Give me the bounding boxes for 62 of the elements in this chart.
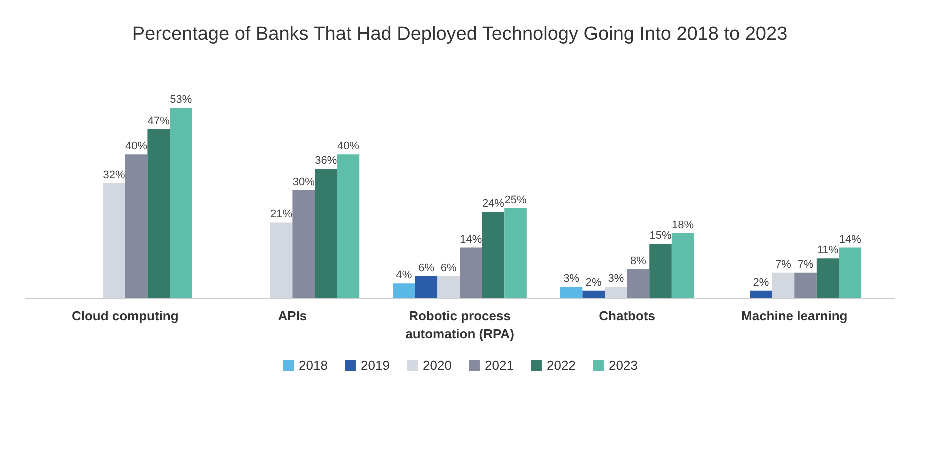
bar xyxy=(148,130,170,298)
bar xyxy=(438,276,460,298)
bar xyxy=(460,248,482,298)
data-label: 3% xyxy=(608,273,624,286)
data-label: 53% xyxy=(170,94,192,106)
data-label: 36% xyxy=(315,154,338,167)
bar xyxy=(125,154,148,298)
legend-label: 2021 xyxy=(485,358,514,373)
bar xyxy=(393,284,416,298)
bar xyxy=(672,233,694,298)
data-label: 32% xyxy=(103,169,126,182)
data-label: 14% xyxy=(460,234,482,246)
bar xyxy=(816,258,840,298)
data-label: 30% xyxy=(292,176,316,188)
data-label: 6% xyxy=(418,262,435,274)
bar xyxy=(292,190,315,298)
bar xyxy=(482,212,505,298)
bar xyxy=(170,108,192,298)
x-tick-label: Machine learning xyxy=(742,308,848,324)
data-label: 24% xyxy=(482,198,505,210)
bar xyxy=(750,290,772,298)
legend-label: 2023 xyxy=(609,358,638,373)
bar xyxy=(794,272,817,298)
data-label: 3% xyxy=(564,273,580,286)
data-label: 7% xyxy=(798,258,814,271)
data-label: 18% xyxy=(672,219,694,232)
data-label: 11% xyxy=(817,244,839,257)
bar xyxy=(650,244,672,298)
data-label: 47% xyxy=(148,116,170,128)
legend-label: 2019 xyxy=(361,358,390,373)
bar xyxy=(605,287,628,298)
legend-label: 2022 xyxy=(547,358,576,373)
data-label: 15% xyxy=(650,230,672,242)
data-label: 2% xyxy=(753,276,770,289)
data-label: 4% xyxy=(396,270,412,282)
data-label: 25% xyxy=(504,194,527,206)
x-tick-label: Cloud computing xyxy=(72,308,179,324)
legend-label: 2020 xyxy=(423,358,452,373)
data-label: 6% xyxy=(440,262,458,274)
x-tick-label: APIs xyxy=(278,308,308,324)
bar xyxy=(415,276,438,298)
x-tick-label: Robotic process automation (RPA) xyxy=(406,308,514,342)
bar xyxy=(582,290,605,298)
chart-title: Percentage of Banks That Had Deployed Technology Going Into 2018 to 2023 xyxy=(132,24,788,45)
data-label: 2% xyxy=(586,276,602,289)
bar xyxy=(504,208,527,298)
bar xyxy=(103,183,126,298)
bar xyxy=(839,248,862,298)
x-tick-label: Chatbots xyxy=(599,308,656,324)
data-label: 14% xyxy=(839,234,862,246)
bar xyxy=(772,272,795,298)
bar xyxy=(560,287,583,298)
bar xyxy=(337,154,360,298)
bar xyxy=(315,168,338,298)
data-label: 40% xyxy=(337,140,360,153)
data-label: 7% xyxy=(776,258,792,271)
bar xyxy=(270,222,293,298)
data-label: 8% xyxy=(630,255,647,268)
data-label: 40% xyxy=(126,140,148,153)
data-label: 21% xyxy=(270,208,293,221)
legend-label: 2018 xyxy=(299,358,328,373)
bar xyxy=(627,269,650,298)
